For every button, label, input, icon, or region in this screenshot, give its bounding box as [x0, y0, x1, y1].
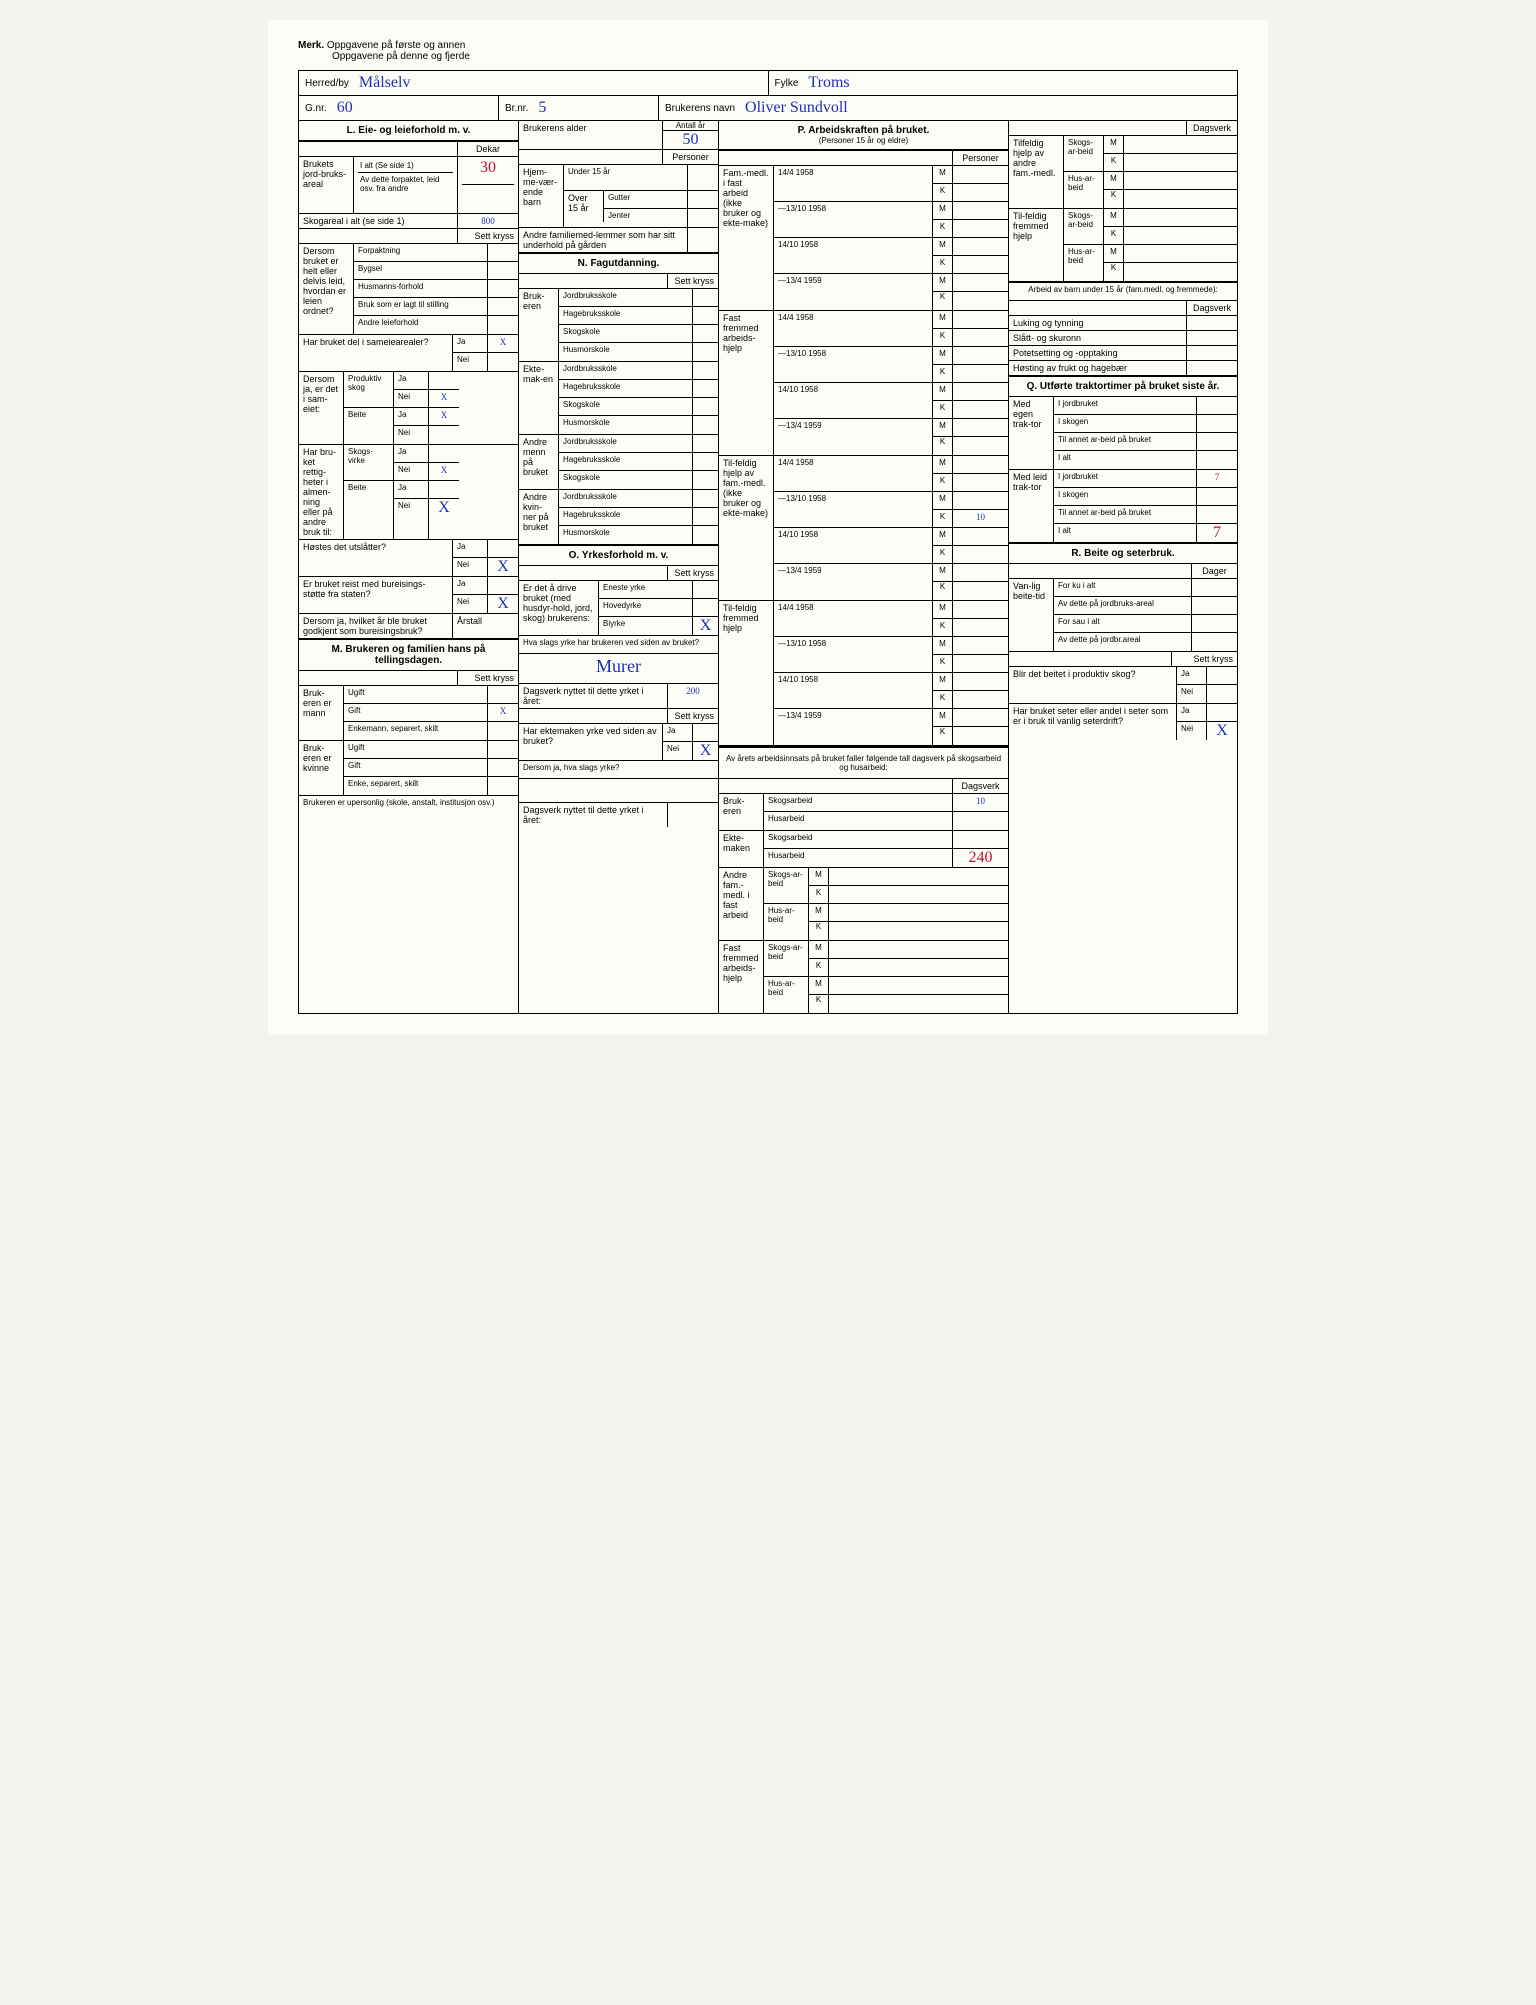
pr-tilffremmed: Til-feldig fremmed hjelp: [1009, 209, 1064, 281]
hjemme-label: Hjem-me-vær-ende barn: [519, 165, 564, 227]
prodskog-label: Produktiv skog: [344, 372, 393, 408]
o-biyrke-x: X: [693, 617, 718, 635]
p-block-tilfeldig_fremmed: Til-feldig fremmed hjelp14/4 1958—13/10 …: [719, 601, 1008, 746]
p-block-tilfeldig_fam: Til-feldig hjelp av fam.-medl. (ikke bru…: [719, 456, 1008, 601]
N-title: N. Fagutdanning.: [519, 254, 718, 274]
brukerens-navn-label: Brukerens navn: [665, 103, 735, 114]
herred-value: Målselv: [359, 74, 411, 92]
bureising-nei-x: X: [488, 595, 518, 613]
r-seter-nei-x: X: [1207, 722, 1237, 740]
Q-title: Q. Utførte traktortimer på bruket siste …: [1009, 377, 1237, 397]
gnr-value: 60: [337, 99, 353, 117]
r-beitet-q: Blir det beitet i produktiv skog?: [1009, 667, 1177, 703]
skogsvirke-nei-x: X: [429, 463, 459, 481]
ialt-label: I alt (Se side 1): [358, 159, 453, 173]
opt-andreleie: Andre leieforhold: [354, 316, 487, 329]
skogsvirke-label: Skogs-virke: [344, 445, 393, 481]
o-ekte-q: Har ektemaken yrke ved siden av bruket?: [519, 724, 663, 760]
m-mann: Bruk-eren er mann: [299, 686, 344, 740]
skogareal-value: 800: [458, 214, 518, 228]
sameie-ja-x: X: [488, 335, 518, 353]
L-title: L. Eie- og leieforhold m. v.: [299, 121, 518, 142]
r-vanlig: Van-lig beite-tid: [1009, 579, 1054, 651]
hostes-q: Høstes det utslåtter?: [299, 540, 453, 576]
prodskog-nei-x: X: [429, 390, 459, 408]
form-page: Merk. Oppgavene på første og annen Oppga…: [268, 20, 1268, 1034]
top-row-1: Herred/by Målselv Fylke Troms: [298, 70, 1238, 96]
q-leid-jord: 7: [1197, 470, 1237, 488]
fylke-label: Fylke: [775, 78, 799, 89]
rettigheter-label: Har bru-ket rettig-heter i almen-ning el…: [299, 445, 344, 539]
o-dagsverk-label: Dagsverk nyttet til dette yrket i året:: [519, 684, 668, 708]
o-yrke-value: Murer: [519, 654, 718, 684]
q-leid-ialt: 7: [1197, 524, 1237, 542]
gnr-label: G.nr.: [305, 103, 327, 114]
dersom-leie: Dersom bruket er helt eller delvis leid,…: [299, 244, 354, 334]
opt-bygsel: Bygsel: [354, 262, 487, 280]
dekar-label: Dekar: [458, 142, 518, 156]
andre-fam: Andre familiemed-lemmer som har sitt und…: [519, 228, 688, 252]
opt-bruksom: Bruk som er lagt til stilling: [354, 298, 487, 316]
p-block-fam_fast: Fam.-medl. i fast arbeid (ikke bruker og…: [719, 166, 1008, 311]
alder-value: 50: [663, 131, 718, 149]
o-dagsverk2: Dagsverk nyttet til dette yrket i året:: [519, 803, 668, 827]
M-title: M. Brukeren og familien hans på tellings…: [299, 640, 518, 671]
pr-barn: Arbeid av barn under 15 år (fam.medl. og…: [1009, 283, 1237, 301]
m-gift-x: X: [488, 704, 518, 722]
pr-tilfandre: Tilfeldig hjelp av andre fam.-medl.: [1009, 136, 1064, 208]
o-ekte-nei-x: X: [693, 742, 718, 760]
o-dersomja: Dersom ja, hva slags yrke?: [519, 761, 718, 779]
bureising-q: Er bruket reist med bureisings-støtte fr…: [299, 577, 453, 613]
col-L: L. Eie- og leieforhold m. v. Dekar Bruke…: [299, 121, 519, 1013]
R-title: R. Beite og seterbruk.: [1009, 544, 1237, 564]
p-block-fast_fremmed: Fast fremmed arbeids-hjelp14/4 1958—13/1…: [719, 311, 1008, 456]
brukerens-navn-value: Oliver Sundvoll: [745, 99, 848, 117]
sameie-q: Har bruket del i sameiearealer?: [299, 335, 453, 371]
beite-ja-x: X: [429, 408, 459, 426]
q-leid: Med leid trak-tor: [1009, 470, 1054, 542]
brnr-label: Br.nr.: [505, 103, 528, 114]
n-ektemaken: Ekte-mak-en: [519, 362, 559, 434]
rett-beite-nei-x: X: [429, 499, 459, 517]
main-grid: L. Eie- og leieforhold m. v. Dekar Bruke…: [298, 121, 1238, 1014]
o-dagsverk-value: 200: [668, 684, 718, 708]
col-QR: Dagsverk Tilfeldig hjelp av andre fam.-m…: [1009, 121, 1237, 1013]
n-andremenn: Andre menn på bruket: [519, 435, 559, 489]
header-note: Merk. Oppgavene på første og annen Oppga…: [298, 40, 1238, 62]
hostes-nei-x: X: [488, 558, 518, 576]
q-egen: Med egen trak-tor: [1009, 397, 1054, 469]
settkryss-1: Sett kryss: [458, 229, 518, 243]
p-bruker-skog: 10: [953, 794, 1008, 812]
n-andrekvinner: Andre kvin-ner på bruket: [519, 490, 559, 544]
m-kvinne: Bruk-eren er kvinne: [299, 741, 344, 795]
p-avarets: Av årets arbeidsinnsats på bruket faller…: [719, 746, 1008, 779]
P-title: P. Arbeidskraften på bruket. (Personer 1…: [719, 121, 1008, 151]
fylke-value: Troms: [808, 74, 849, 92]
alder-label: Brukerens alder: [519, 121, 663, 149]
skogareal-label: Skogareal i alt (se side 1): [299, 214, 458, 228]
n-brukeren: Bruk-eren: [519, 289, 559, 361]
arstall-q: Dersom ja, hvilket år ble bruket godkjen…: [299, 614, 453, 638]
top-row-2: G.nr. 60 Br.nr. 5 Brukerens navn Oliver …: [298, 96, 1238, 121]
herred-label: Herred/by: [305, 78, 349, 89]
opt-forpaktning: Forpaktning: [354, 244, 487, 262]
ialt-value: 30: [462, 159, 514, 185]
r-seter-q: Har bruket seter eller andel i seter som…: [1009, 704, 1177, 740]
arstall-label: Årstall: [453, 614, 518, 638]
avdette-label: Av dette forpaktet, leid osv. fra andre: [358, 173, 453, 195]
o-q1: Er det å drive bruket (med husdyr-hold, …: [519, 581, 599, 635]
brukets-label: Brukets jord-bruks-areal: [299, 157, 354, 213]
opt-husmanns: Husmanns-forhold: [354, 280, 487, 298]
p-tilfeldig-k-val: 10: [953, 510, 1008, 528]
o-q2: Hva slags yrke har brukeren ved siden av…: [519, 636, 718, 654]
dersom-ja-sameiet: Dersom ja, er det i sam-eiet:: [299, 372, 344, 444]
p-ekte-hus: 240: [953, 849, 1008, 867]
beite-label: Beite: [344, 408, 393, 444]
col-NO: Brukerens alder Antall år 50 Personer Hj…: [519, 121, 719, 1013]
m-upersonlig: Brukeren er upersonlig (skole, anstalt, …: [299, 796, 518, 814]
col-P: P. Arbeidskraften på bruket. (Personer 1…: [719, 121, 1009, 1013]
brnr-value: 5: [538, 99, 546, 117]
O-title: O. Yrkesforhold m. v.: [519, 546, 718, 566]
